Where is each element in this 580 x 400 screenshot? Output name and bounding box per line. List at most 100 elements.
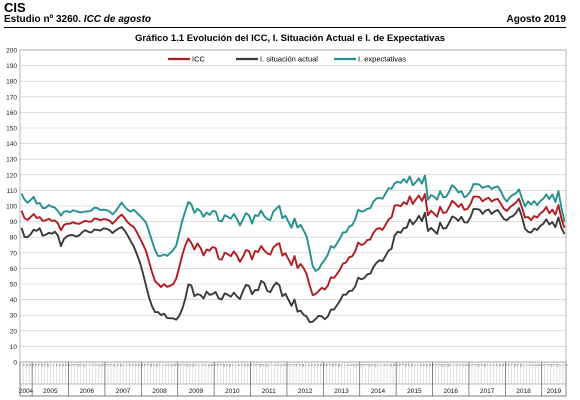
x-month-label: J [234, 364, 238, 366]
x-month-label: M [301, 364, 305, 367]
x-month-label: A [371, 364, 375, 366]
study-number: Estudio nº 3260. [4, 14, 84, 25]
x-month-label: D [67, 364, 71, 367]
x-month-label: S [495, 364, 499, 366]
x-month-label: N [28, 364, 32, 366]
legend-label-expectativas: I. expectativas [358, 55, 406, 64]
y-tick-label: 110 [7, 188, 18, 195]
x-month-label: A [298, 364, 302, 366]
x-month-label: E [361, 364, 365, 366]
y-tick-label: 140 [6, 141, 17, 148]
x-month-label: F [546, 364, 550, 366]
x-month-label: E [34, 364, 38, 366]
x-month-label: A [91, 364, 95, 366]
x-month-label: J [525, 364, 529, 366]
x-month-label: A [79, 364, 83, 366]
x-month-label: O [25, 364, 29, 367]
x-month-label: M [331, 364, 335, 367]
x-month-label: S [240, 364, 244, 366]
x-month-label: N [392, 364, 396, 366]
x-month-label: D [176, 364, 180, 367]
x-month-label: E [398, 364, 402, 366]
x-month-label: A [480, 364, 484, 366]
x-month-label: D [286, 364, 290, 367]
x-month-label: M [113, 364, 117, 367]
x-month-label: S [167, 364, 171, 366]
x-month-label: D [104, 364, 108, 367]
x-year-label: 2015 [407, 388, 422, 395]
x-month-label: A [516, 364, 520, 366]
x-month-label: J [122, 364, 126, 366]
x-month-label: S [313, 364, 317, 366]
x-month-label: M [519, 364, 523, 367]
x-month-label: J [270, 364, 274, 366]
x-month-label: J [198, 364, 202, 366]
x-year-label: 2004 [19, 388, 34, 395]
x-month-label: M [440, 364, 444, 367]
x-month-label: N [355, 364, 359, 366]
x-month-label: J [380, 364, 384, 366]
x-month-label: J [449, 364, 453, 366]
y-tick-label: 150 [6, 126, 17, 133]
x-month-label: O [170, 364, 174, 367]
icc-line-chart: Gráfico 1.1 Evolución del ICC, I. Situac… [6, 33, 569, 397]
x-month-label: O [389, 364, 393, 367]
x-month-label: M [556, 364, 560, 367]
x-month-label: F [437, 364, 441, 366]
y-tick-label: 100 [6, 204, 17, 211]
x-year-label: 2012 [298, 388, 313, 395]
x-month-label: A [189, 364, 193, 366]
x-month-label: M [550, 364, 554, 367]
x-month-label: O [534, 364, 538, 367]
x-month-label: N [319, 364, 323, 366]
x-month-label: S [22, 364, 26, 366]
x-month-label: N [501, 364, 505, 366]
y-tick-label: 50 [10, 282, 18, 289]
x-month-label: N [173, 364, 177, 366]
x-month-label: A [443, 364, 447, 366]
series-line-situacion-actual [20, 207, 566, 324]
x-month-label: D [140, 364, 144, 367]
chart-title: Gráfico 1.1 Evolución del ICC, I. Situac… [135, 33, 445, 44]
x-month-label: A [55, 364, 59, 366]
x-month-label: M [368, 364, 372, 367]
x-month-label: A [565, 364, 569, 366]
x-month-label: E [252, 364, 256, 366]
y-tick-label: 30 [10, 313, 18, 320]
x-month-label: J [267, 364, 271, 366]
x-month-label: E [107, 364, 111, 366]
x-month-label: J [85, 364, 89, 366]
x-month-label: F [37, 364, 41, 366]
x-month-label: D [322, 364, 326, 367]
x-month-label: O [280, 364, 284, 367]
x-month-label: D [31, 364, 35, 367]
x-month-label: S [349, 364, 353, 366]
x-month-label: E [143, 364, 147, 366]
x-month-label: A [528, 364, 532, 366]
x-month-label: O [316, 364, 320, 367]
x-month-label: J [88, 364, 92, 366]
x-year-label: 2005 [43, 388, 58, 395]
x-month-label: F [255, 364, 259, 366]
x-month-label: D [468, 364, 472, 367]
x-month-label: N [246, 364, 250, 366]
series-line-icc [20, 193, 566, 297]
x-month-label: J [522, 364, 526, 366]
y-tick-label: 180 [6, 79, 17, 86]
y-tick-label: 90 [10, 219, 18, 226]
x-month-label: M [477, 364, 481, 367]
x-year-label: 2017 [480, 388, 495, 395]
x-month-label: M [222, 364, 226, 367]
x-month-label: M [82, 364, 86, 367]
series-lines [20, 174, 566, 324]
x-month-label: O [498, 364, 502, 367]
x-month-label: J [307, 364, 311, 366]
x-month-label: D [213, 364, 217, 367]
x-year-label: 2011 [262, 388, 276, 395]
x-month-label: A [261, 364, 265, 366]
x-month-label: F [510, 364, 514, 366]
x-year-label: 2006 [79, 388, 94, 395]
x-month-label: M [228, 364, 232, 367]
x-year-label: 2007 [116, 388, 131, 395]
x-month-label: A [346, 364, 350, 366]
